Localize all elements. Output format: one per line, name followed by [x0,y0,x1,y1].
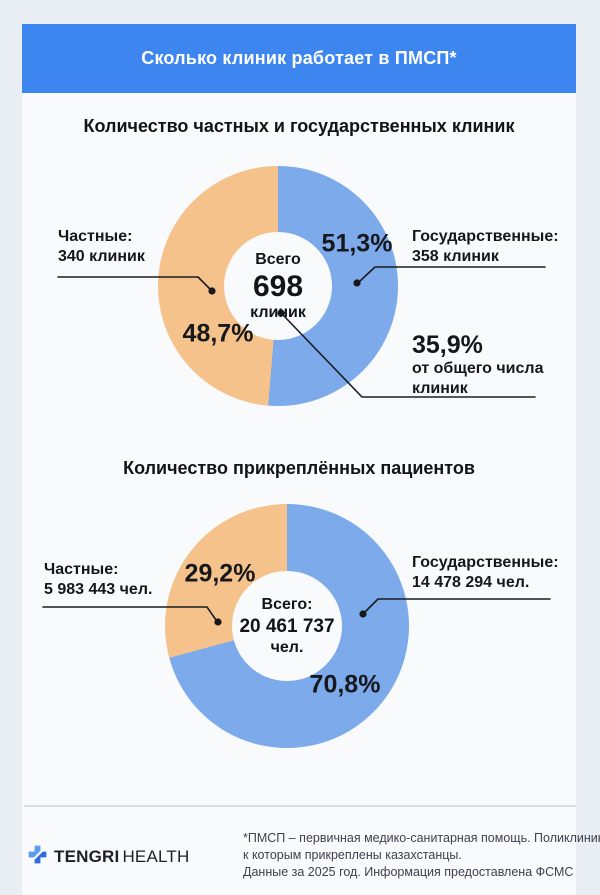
tengri-health-logo: TENGRI HEALTH [28,845,189,869]
chart1-title: Количество частных и государственных кли… [83,116,515,136]
donut-chart-patients: Всего: 20 461 737 чел. [165,504,409,748]
donut1-center-total: 698 [252,269,304,303]
callout-government-clinics: Государственные: 358 клиник [412,227,559,267]
callout-private-patients: Частные: 5 983 443 чел. [44,560,152,600]
note-share-line1: от общего числа [412,360,544,377]
footnote: *ПМСП – первичная медико-санитарная помо… [243,830,600,881]
percent-label-government-clinics: 51,3% [321,229,393,258]
callout-private-patients-line1: Частные: [44,561,119,578]
donut1-center-bottom: клиник [250,303,306,321]
callout-government-clinics-line2: 358 клиник [412,248,499,265]
donut-chart-clinics: Всего 698 клиник [158,166,398,406]
percent-label-private-patients: 29,2% [184,559,256,588]
donut2-center: Всего: 20 461 737 чел. [232,571,342,681]
footnote-line1: *ПМСП – первичная медико-санитарная помо… [243,831,600,845]
note-share-of-total: 35,9% от общего числа клиник [412,331,543,399]
donut2-center-top: Всего: [261,595,313,613]
callout-private-clinics: Частные: 340 клиник [58,227,145,267]
callout-government-patients: Государственные: 14 478 294 чел. [412,553,559,593]
donut2-center-total: 20 461 737 [239,615,335,637]
footer-divider [24,805,576,807]
footnote-line3: Данные за 2025 год. Информация предостав… [243,865,574,879]
header-banner: Сколько клиник работает в ПМСП* [22,24,576,93]
page-title: Сколько клиник работает в ПМСП* [141,48,457,68]
logo-text: TENGRI HEALTH [54,847,189,867]
callout-government-patients-line2: 14 478 294 чел. [412,574,530,591]
callout-private-clinics-line2: 340 клиник [58,248,145,265]
note-share-line2: клиник [412,380,468,397]
footnote-line2: к которым прикреплены казахстанцы. [243,848,462,862]
logo-text-health: HEALTH [122,847,190,866]
note-share-percent: 35,9% [412,331,483,359]
callout-private-clinics-line1: Частные: [58,228,133,245]
callout-government-clinics-line1: Государственные: [412,228,559,245]
logo-text-tengri: TENGRI [54,847,120,866]
percent-label-government-patients: 70,8% [309,670,381,699]
logo-cross-icon [28,845,47,869]
donut1-center-top: Всего [255,250,301,268]
percent-label-private-clinics: 48,7% [182,319,254,348]
donut2-center-bottom: чел. [270,638,304,656]
callout-private-patients-line2: 5 983 443 чел. [44,581,153,598]
callout-government-patients-line1: Государственные: [412,554,559,571]
chart2-title: Количество прикреплённых пациентов [123,458,475,478]
